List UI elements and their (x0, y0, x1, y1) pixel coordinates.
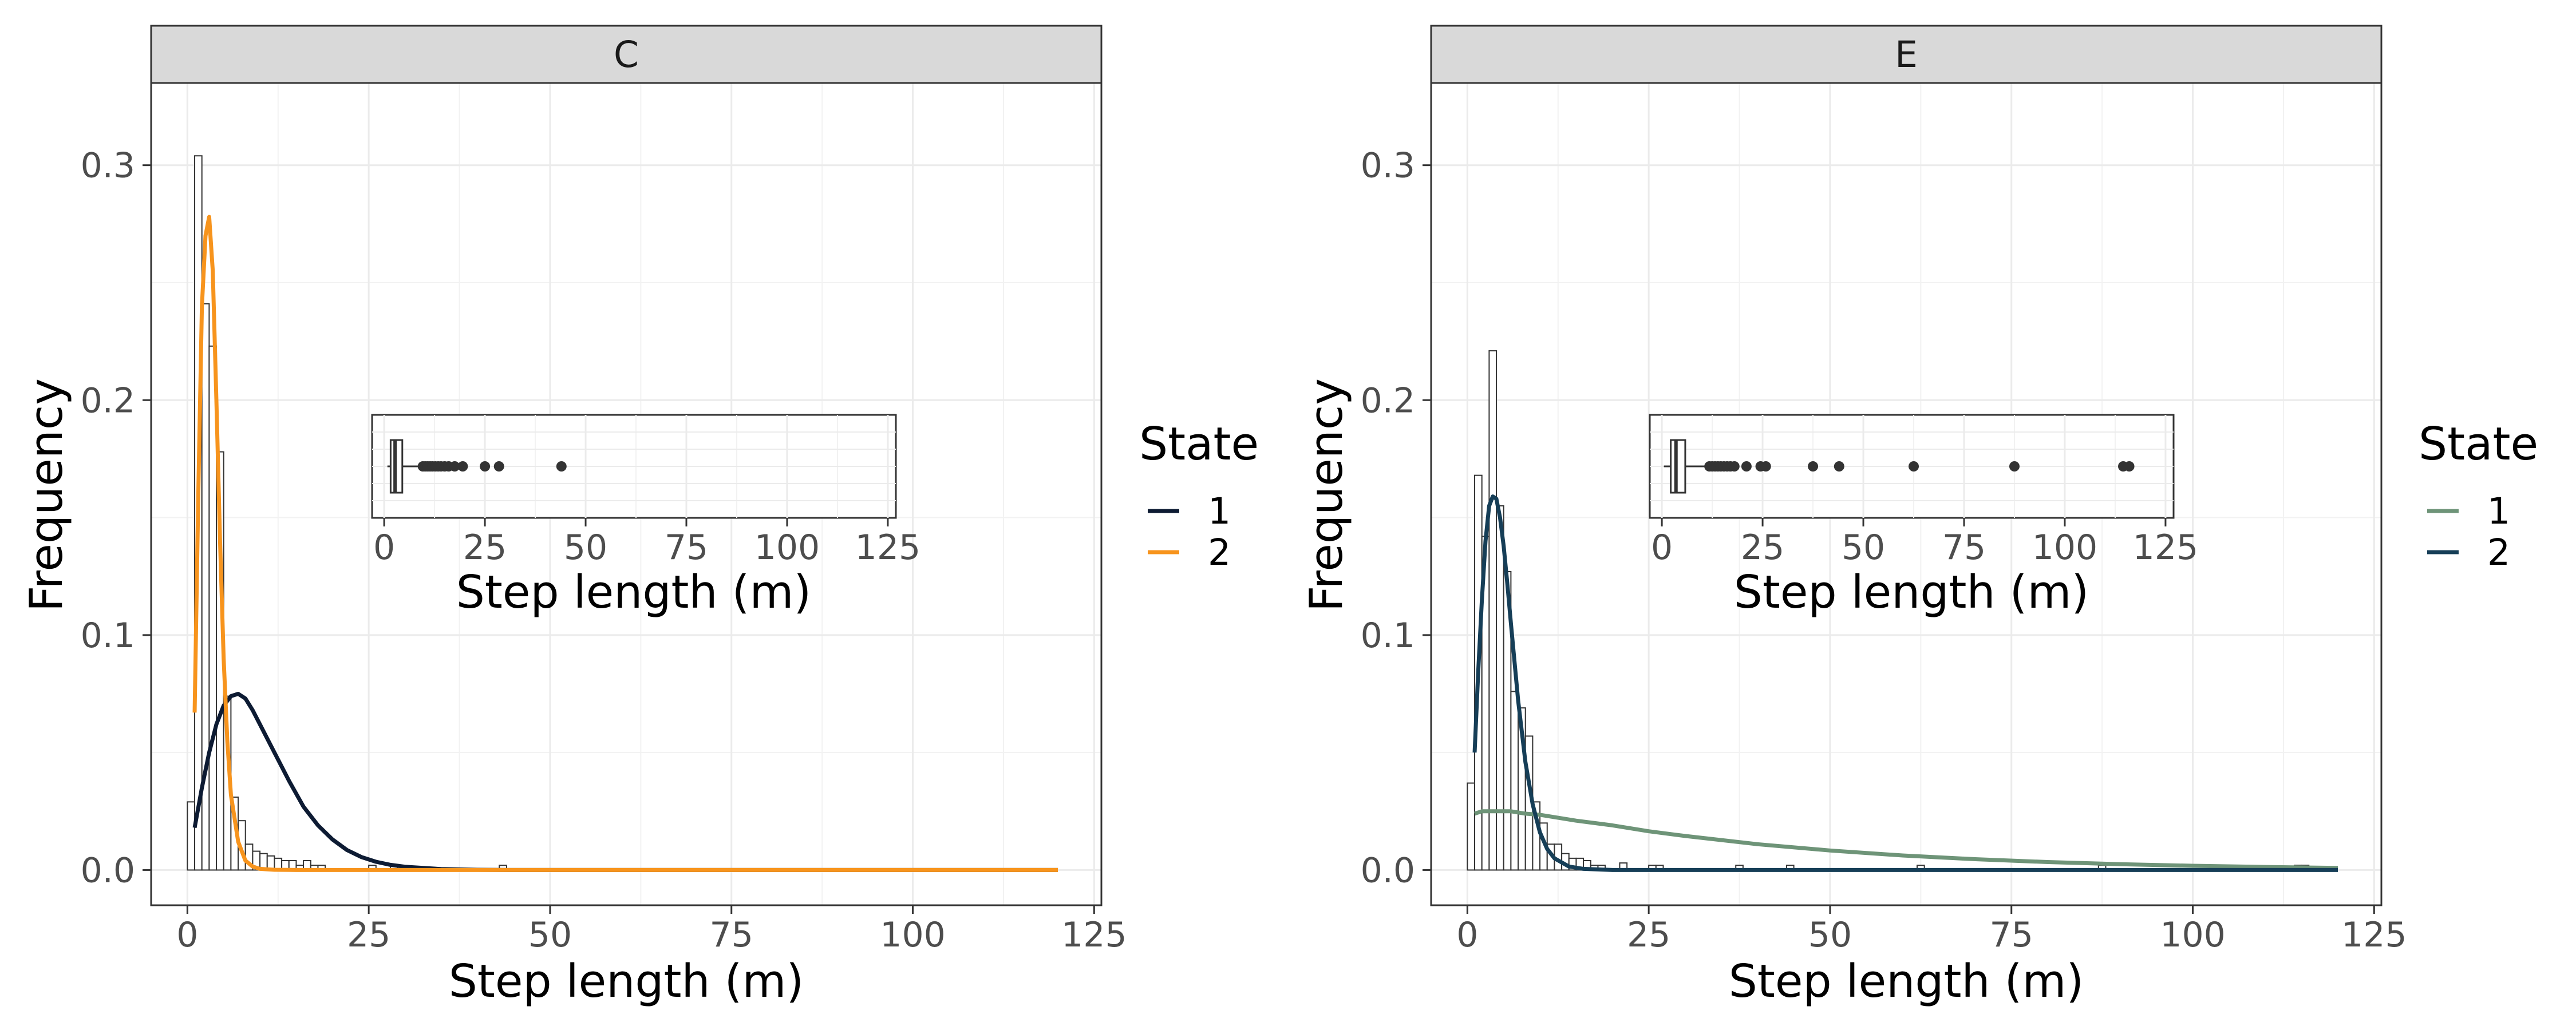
x-tick-label: 100 (880, 915, 946, 955)
inset-x-tick-label: 50 (1842, 528, 1885, 568)
x-tick-label: 0 (176, 915, 198, 955)
inset-x-tick-label: 75 (665, 528, 708, 568)
y-axis-title: Frequency (20, 378, 73, 612)
histogram-bar (1488, 350, 1498, 871)
legend-items: 12 (2427, 490, 2510, 573)
x-tick-label: 0 (1456, 915, 1478, 955)
legend-label-state-1: 1 (1208, 490, 1231, 532)
inset-outlier-point (457, 461, 468, 472)
y-axis-ticks: 0.0 0.1 0.2 0.3 (1361, 146, 1431, 890)
y-tick-label: 0.3 (81, 146, 135, 186)
legend-label-state-2: 2 (1208, 532, 1231, 573)
inset-outlier-point (1760, 461, 1771, 472)
x-tick-label: 125 (1061, 915, 1127, 955)
inset-x-axis-ticks: 0 25 50 75 100 125 (373, 518, 920, 568)
density-line-state-2 (1472, 494, 2338, 872)
inset-boxplot: 0 25 50 75 100 125 Step length (m) (1649, 414, 2198, 619)
inset-boxplot: 0 25 50 75 100 125 Step length (m) (371, 414, 920, 619)
inset-outlier-point (480, 461, 491, 472)
y-tick-label: 0.2 (81, 381, 135, 421)
y-tick-label: 0.0 (1361, 850, 1415, 890)
x-axis-title: Step length (m) (449, 955, 804, 1008)
inset-box-iqr (1670, 439, 1686, 494)
strip-label: C (614, 34, 639, 76)
strip-background (150, 25, 1103, 84)
panel-c: C 0.00.10.20.3 0 25 50 75 100 125 Step length… (20, 25, 1259, 1008)
inset-x-tick-label: 50 (564, 528, 607, 568)
y-axis-ticks: 0.0 0.1 0.2 0.3 (81, 146, 151, 890)
x-tick-label: 100 (2160, 915, 2226, 955)
inset-x-tick-label: 0 (373, 528, 395, 568)
panel-e: E 0.00.10.20.3 0 25 50 75 100 125 Step length… (1300, 25, 2538, 1008)
x-tick-label: 50 (1808, 915, 1852, 955)
inset-outlier-point (449, 461, 460, 472)
x-axis-title: Step length (m) (1729, 955, 2084, 1008)
y-tick-label: 0.3 (1361, 146, 1415, 186)
inset-box (387, 439, 567, 494)
inset-outlier-point (1729, 461, 1740, 472)
strip-label: E (1895, 34, 1918, 76)
histogram-bars (1467, 350, 2310, 871)
inset-outlier-point (556, 461, 567, 472)
x-tick-label: 75 (1990, 915, 2033, 955)
inset-outlier-point (1741, 461, 1752, 472)
inset-outlier-point (2009, 461, 2020, 472)
y-tick-label: 0.0 (81, 850, 135, 890)
y-tick-label: 0.2 (1361, 381, 1415, 421)
x-axis-ticks: 0 25 50 75 100 125 (1456, 905, 2407, 955)
density-line-state-2 (192, 215, 1058, 872)
x-tick-label: 125 (2341, 915, 2407, 955)
x-tick-label: 25 (347, 915, 390, 955)
inset-x-tick-label: 75 (1942, 528, 1986, 568)
inset-x-axis-ticks: 0 25 50 75 100 125 (1651, 518, 2198, 568)
inset-x-axis-title: Step length (m) (456, 566, 812, 619)
histogram-bar (1510, 691, 1519, 871)
inset-x-tick-label: 25 (1741, 528, 1784, 568)
legend: State 12 (2419, 418, 2538, 573)
density-lines (1472, 494, 2338, 872)
inset-outlier-point (2124, 461, 2135, 472)
histogram-bar (187, 801, 196, 871)
density-line-state-1 (1473, 809, 2338, 870)
inset-outlier-point (1808, 461, 1819, 472)
inset-outlier-point (1909, 461, 1919, 472)
legend-label-state-1: 1 (2487, 490, 2510, 532)
legend-items: 12 (1148, 490, 1231, 573)
legend-title: State (1139, 418, 1259, 470)
y-axis-title: Frequency (1300, 378, 1353, 612)
inset-x-tick-label: 0 (1651, 528, 1673, 568)
y-tick-label: 0.1 (1361, 616, 1415, 656)
y-tick-label: 0.1 (81, 616, 135, 656)
inset-x-tick-label: 125 (855, 528, 921, 568)
legend-title: State (2419, 418, 2538, 470)
x-axis-ticks: 0 25 50 75 100 125 (176, 905, 1127, 955)
x-tick-label: 25 (1627, 915, 1670, 955)
x-tick-label: 75 (710, 915, 753, 955)
inset-x-tick-label: 100 (2032, 528, 2098, 568)
inset-x-tick-label: 125 (2133, 528, 2199, 568)
histogram-bar (1496, 505, 1504, 871)
inset-x-tick-label: 25 (463, 528, 507, 568)
inset-box (1664, 439, 2135, 494)
inset-x-tick-label: 100 (754, 528, 820, 568)
legend-label-state-2: 2 (2487, 532, 2510, 573)
density-lines (192, 215, 1058, 872)
histogram-bar (1467, 782, 1476, 871)
strip-background (1430, 25, 2383, 84)
x-tick-label: 50 (528, 915, 572, 955)
inset-outlier-point (1834, 461, 1844, 472)
legend: State 12 (1139, 418, 1259, 573)
inset-x-axis-title: Step length (m) (1734, 566, 2089, 619)
inset-outlier-point (493, 461, 504, 472)
